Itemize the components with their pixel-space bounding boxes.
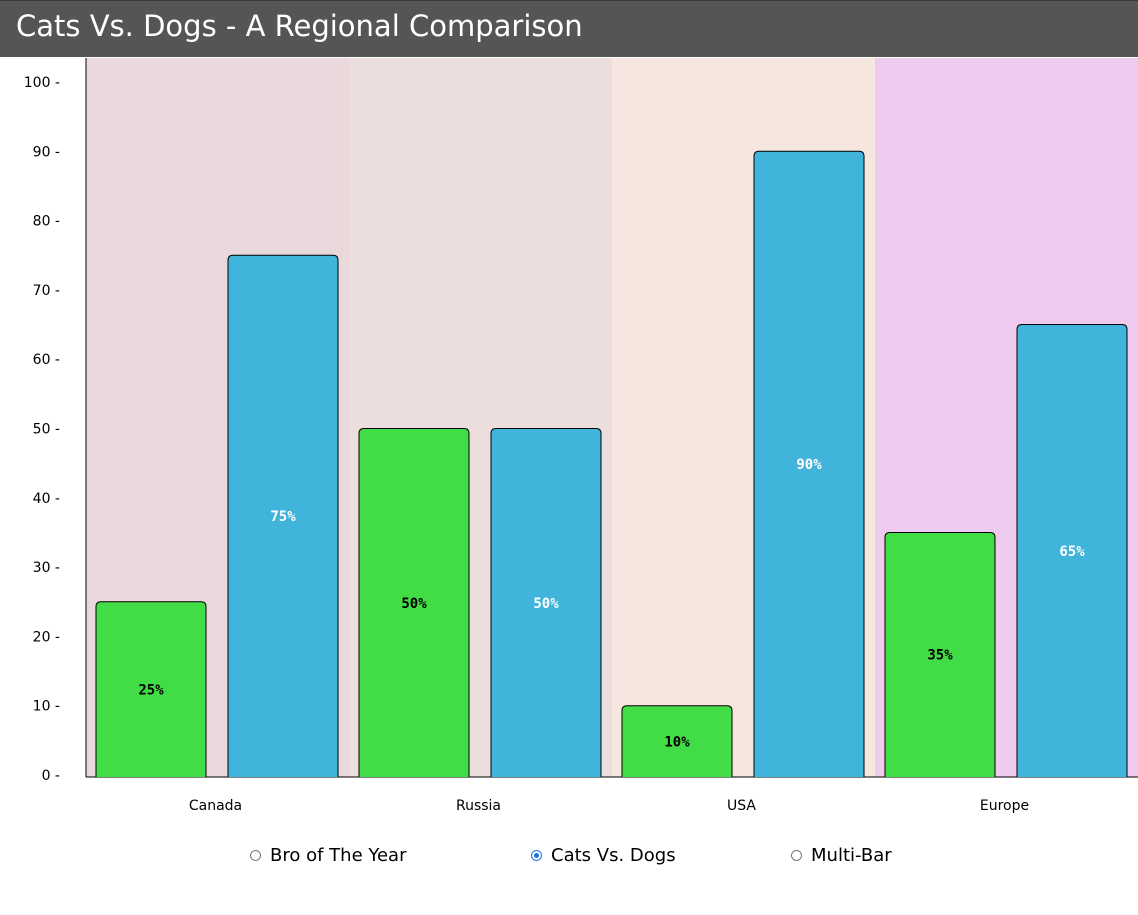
radio-button-icon[interactable] xyxy=(791,850,802,861)
chart-header: Cats Vs. Dogs - A Regional Comparison xyxy=(0,0,1138,57)
y-tick-label: 60 - xyxy=(33,352,60,368)
radio-button-icon[interactable] xyxy=(531,850,542,861)
y-tick-label: 10 - xyxy=(33,699,60,715)
bar xyxy=(621,705,733,777)
x-category-label: Europe xyxy=(980,798,1029,814)
chart-selector: Bro of The Year Cats Vs. Dogs Multi-Bar xyxy=(0,845,1138,875)
radio-button-icon[interactable] xyxy=(250,850,261,861)
radio-label: Bro of The Year xyxy=(270,845,407,866)
y-tick-label: 80 - xyxy=(33,214,60,230)
y-tick-label: 70 - xyxy=(33,283,60,299)
bar-value-label: 90% xyxy=(796,457,822,473)
bar xyxy=(95,601,207,777)
bar xyxy=(358,428,470,777)
x-category-label: USA xyxy=(727,798,756,814)
bar xyxy=(1016,324,1128,777)
bar-value-label: 65% xyxy=(1059,544,1085,560)
bar xyxy=(490,428,602,777)
radio-cats-vs-dogs[interactable]: Cats Vs. Dogs xyxy=(531,845,676,866)
bar-value-label: 50% xyxy=(401,596,427,612)
bar-value-label: 25% xyxy=(138,682,164,698)
y-tick-label: 100 - xyxy=(24,75,60,91)
radio-bro-of-the-year[interactable]: Bro of The Year xyxy=(250,845,406,866)
y-tick-label: 0 - xyxy=(42,768,60,784)
bar xyxy=(227,254,339,777)
y-tick-label: 20 - xyxy=(33,629,60,645)
x-category-label: Canada xyxy=(189,798,242,814)
radio-label: Cats Vs. Dogs xyxy=(551,845,676,866)
bar-chart: 0 - 10 - 20 - 30 - 40 - 50 - 60 - 70 - 80 - 90 - 1… xyxy=(24,58,1138,814)
x-category-label: Russia xyxy=(456,798,501,814)
bar-value-label: 10% xyxy=(664,734,690,750)
radio-multi-bar[interactable]: Multi-Bar xyxy=(791,845,892,866)
y-tick-label: 50 - xyxy=(33,422,60,438)
bar xyxy=(884,531,996,777)
bar xyxy=(753,150,865,777)
bar-value-label: 75% xyxy=(270,509,296,525)
y-tick-label: 40 - xyxy=(33,491,60,507)
y-tick-label: 90 - xyxy=(33,144,60,160)
bar-value-label: 50% xyxy=(533,596,559,612)
radio-label: Multi-Bar xyxy=(811,845,892,866)
bar-value-label: 35% xyxy=(927,648,953,664)
y-tick-label: 30 - xyxy=(33,560,60,576)
page-title: Cats Vs. Dogs - A Regional Comparison xyxy=(16,9,583,43)
